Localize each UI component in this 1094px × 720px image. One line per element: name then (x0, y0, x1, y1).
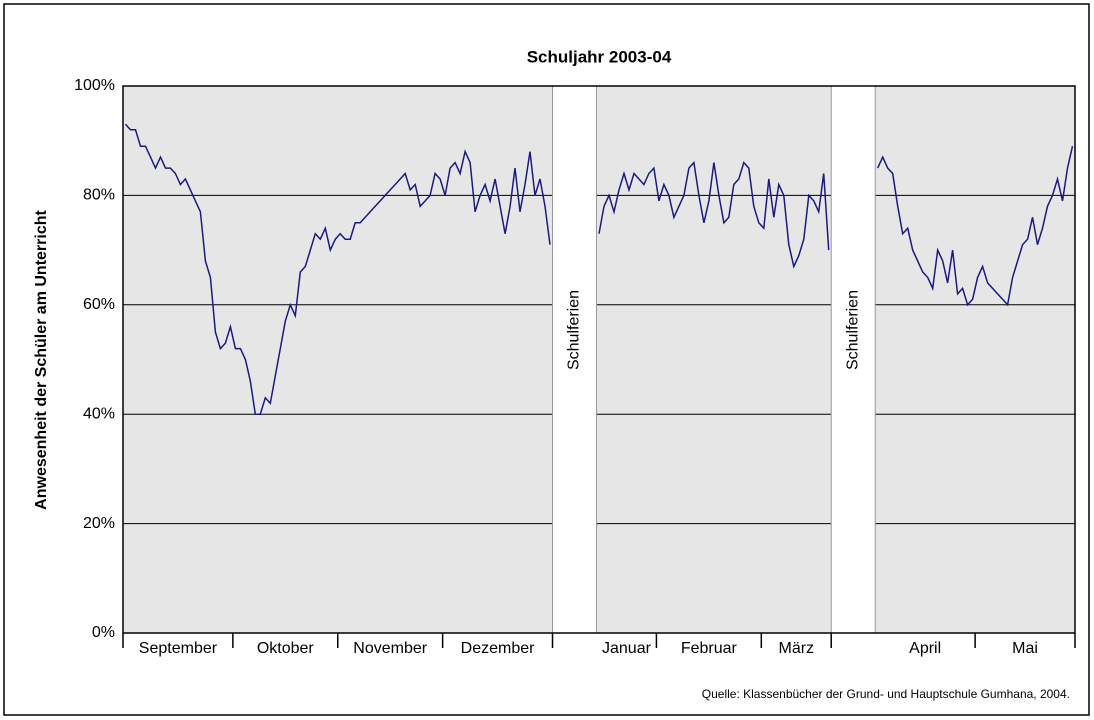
x-tick-label: September (139, 640, 218, 657)
y-tick-label: 40% (83, 405, 115, 422)
y-tick-label: 80% (83, 187, 115, 204)
y-tick-label: 20% (83, 515, 115, 532)
plot-border (122, 85, 1076, 634)
x-tick-label: März (778, 640, 814, 657)
source: Quelle: Klassenbücher der Grund- und Hau… (702, 687, 1070, 701)
x-tick-label: Januar (602, 640, 652, 657)
y-tick-label: 0% (92, 624, 115, 641)
x-tick-label: Oktober (257, 640, 315, 657)
line (598, 160, 830, 269)
line (877, 146, 1074, 307)
x-tick-label: Mai (1012, 640, 1038, 657)
x-tick-label: Februar (681, 640, 738, 657)
chart-title: Schuljahr 2003-04 (527, 47, 672, 66)
y-axis-label: Anwesenheit der Schüler am Unterricht (33, 210, 50, 510)
y-tick-label: 60% (83, 296, 115, 313)
plot-area (123, 86, 1075, 633)
holiday-band (831, 86, 876, 633)
annotation: Schulferien (844, 290, 861, 370)
line (124, 123, 551, 415)
x-tick-label: April (909, 640, 941, 657)
annotation: Schulferien (566, 290, 583, 370)
holiday-band (552, 86, 597, 633)
y-tick-label: 100% (74, 77, 115, 94)
x-tick-label: Dezember (461, 640, 535, 657)
x-tick-label: November (353, 640, 427, 657)
